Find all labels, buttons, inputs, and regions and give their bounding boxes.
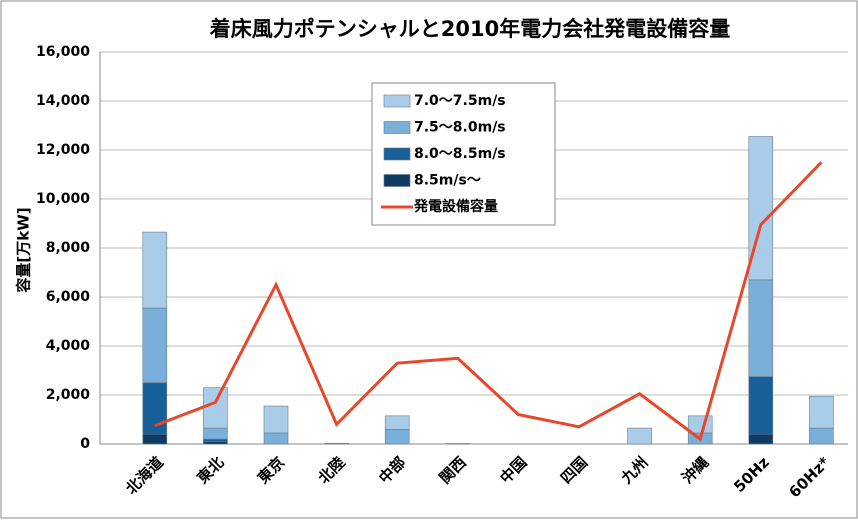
legend-swatch [384, 122, 410, 134]
y-tick-label: 8,000 [46, 240, 91, 256]
bar-segment [203, 388, 227, 428]
bar-segment [809, 428, 833, 444]
bar-segment [264, 406, 288, 433]
y-tick-label: 14,000 [36, 93, 90, 109]
bar-segment [143, 434, 167, 444]
bar-segment [203, 428, 227, 439]
bar-segment [264, 433, 288, 444]
y-axis-label: 容量[万kW] [15, 207, 33, 293]
bar-segment [385, 429, 409, 444]
y-tick-label: 6,000 [46, 289, 91, 305]
y-tick-label: 0 [80, 436, 90, 452]
bar-segment [749, 377, 773, 435]
bar-segment [749, 280, 773, 377]
bar-segment [143, 232, 167, 308]
y-tick-label: 2,000 [46, 387, 91, 403]
legend-label: 8.5m/s〜 [414, 173, 481, 189]
y-tick-label: 16,000 [36, 44, 90, 60]
legend-swatch [384, 95, 410, 107]
bar-segment [628, 428, 652, 444]
legend: 7.0〜7.5m/s 7.5〜8.0m/s 8.0〜8.5m/s 8.5m/s〜発電設… [372, 83, 555, 225]
bar-segment [143, 383, 167, 434]
legend-label: 8.0〜8.5m/s [414, 146, 506, 162]
legend-swatch [384, 148, 410, 160]
y-tick-label: 4,000 [46, 338, 91, 354]
y-tick-label: 10,000 [36, 191, 90, 207]
legend-label: 7.5〜8.0m/s [414, 120, 506, 136]
chart-title: 着床風力ポテンシャルと2010年電力会社発電設備容量 [209, 17, 730, 41]
bar-segment [385, 416, 409, 429]
legend-label: 発電設備容量 [413, 198, 498, 215]
legend-swatch [384, 175, 410, 187]
bar-segment [688, 416, 712, 433]
bar-segment [325, 443, 349, 444]
bar-segment [143, 308, 167, 383]
bar-segment [749, 434, 773, 444]
legend-label: 7.0〜7.5m/s [414, 93, 506, 109]
bar-segment [809, 396, 833, 428]
y-tick-label: 12,000 [36, 142, 90, 158]
bar-segment [203, 439, 227, 441]
bar-segment [203, 442, 227, 444]
